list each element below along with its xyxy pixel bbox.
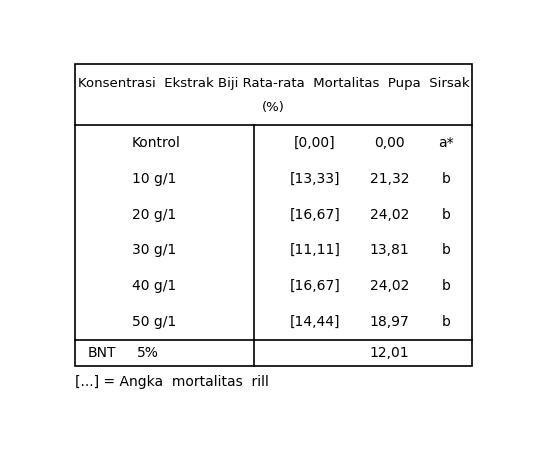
Text: b: b xyxy=(442,315,451,329)
Text: 24,02: 24,02 xyxy=(370,279,409,293)
Bar xyxy=(75,64,472,366)
Text: Kontrol: Kontrol xyxy=(132,136,181,150)
Text: 24,02: 24,02 xyxy=(370,207,409,221)
Text: 0,00: 0,00 xyxy=(374,136,405,150)
Text: [16,67]: [16,67] xyxy=(289,279,340,293)
Text: 18,97: 18,97 xyxy=(370,315,409,329)
Text: (%): (%) xyxy=(262,101,285,114)
Text: [11,11]: [11,11] xyxy=(289,243,341,257)
Text: 12,01: 12,01 xyxy=(370,346,409,360)
Text: b: b xyxy=(442,279,451,293)
Text: [13,33]: [13,33] xyxy=(290,172,340,186)
Text: [0,00]: [0,00] xyxy=(294,136,336,150)
Text: b: b xyxy=(442,243,451,257)
Text: [...] = Angka  mortalitas  rill: [...] = Angka mortalitas rill xyxy=(75,374,269,388)
Text: a*: a* xyxy=(438,136,454,150)
Text: 30 g/1: 30 g/1 xyxy=(132,243,176,257)
Text: BNT: BNT xyxy=(88,346,116,360)
Text: 40 g/1: 40 g/1 xyxy=(132,279,176,293)
Text: Konsentrasi  Ekstrak Biji Rata-rata  Mortalitas  Pupa  Sirsak: Konsentrasi Ekstrak Biji Rata-rata Morta… xyxy=(78,76,469,90)
Text: 21,32: 21,32 xyxy=(370,172,409,186)
Text: b: b xyxy=(442,172,451,186)
Text: 50 g/1: 50 g/1 xyxy=(132,315,176,329)
Text: 20 g/1: 20 g/1 xyxy=(132,207,176,221)
Text: [14,44]: [14,44] xyxy=(290,315,340,329)
Text: [16,67]: [16,67] xyxy=(289,207,340,221)
Text: 5%: 5% xyxy=(137,346,159,360)
Text: 13,81: 13,81 xyxy=(370,243,409,257)
Text: 10 g/1: 10 g/1 xyxy=(132,172,176,186)
Text: b: b xyxy=(442,207,451,221)
